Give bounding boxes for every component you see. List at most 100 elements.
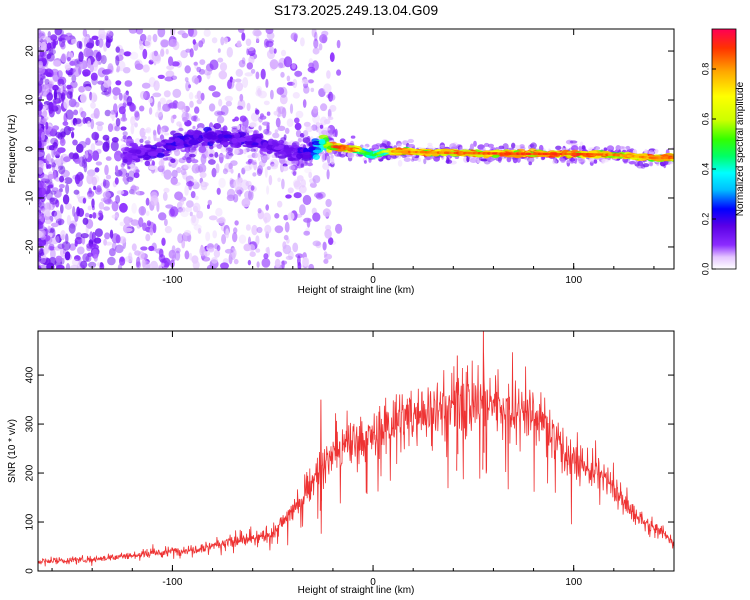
spectrogram-noise-cell [44,209,51,217]
spectrogram-scatter-cell [321,130,328,135]
spectrogram-noise-cell [90,143,96,153]
spectrogram-scatter-cell [178,127,184,132]
spectrogram-noise-cell [165,127,169,132]
spectrogram-noise-cell [265,204,270,211]
spectrogram-noise-cell [201,38,206,44]
spectrogram-noise-cell [57,70,63,78]
spectrogram-noise-cell [70,80,78,89]
spectrogram-noise-cell [336,69,342,76]
spectrogram-scatter-cell [440,144,445,149]
spectrogram-noise-cell [103,206,110,211]
spectrogram-noise-cell [238,234,247,244]
spectrogram-scatter-cell [552,159,558,165]
spectrogram-noise-cell [175,250,181,261]
spectrogram-noise-cell [76,40,82,49]
spectrogram-noise-cell [134,110,140,118]
spectrogram-noise-cell [282,241,287,250]
spectrogram-noise-cell [196,210,204,219]
spectrogram-noise-cell [246,102,251,112]
spectrogram-noise-cell [191,215,197,224]
spectrogram-noise-cell [70,264,79,269]
colorbar-tick-label: 0.8 [700,63,710,76]
spectrogram-noise-cell [220,36,225,46]
spectrogram-noise-cell [157,101,162,111]
spectrogram-noise-cell [97,80,105,85]
spectrogram-noise-cell [117,60,126,72]
spectrogram-noise-cell [89,231,94,242]
spectrogram-noise-cell [104,164,109,176]
spectrogram-noise-cell [219,62,228,72]
spectrogram-noise-cell [160,48,165,57]
spectrogram-noise-cell [193,61,198,66]
spectrogram-noise-cell [38,29,42,37]
spectrogram-noise-cell [184,250,190,260]
spectrogram-noise-cell [222,168,228,175]
spectrogram-noise-cell [308,62,315,69]
spectrogram-noise-cell [326,70,331,79]
spectrogram-noise-cell [87,205,92,211]
spectrogram-scatter-cell [426,145,434,150]
spectrogram-noise-cell [180,50,188,59]
spectrogram-scatter-cell [141,135,147,140]
spectrogram-noise-cell [216,111,226,116]
spectrogram-noise-cell [68,223,76,234]
spectrogram-noise-cell [257,165,263,175]
spectrogram-noise-cell [149,227,154,236]
spectrogram-scatter-cell [407,138,414,144]
spectrogram-noise-cell [200,92,205,101]
spectrogram-noise-cell [281,178,285,190]
spectrogram-scatter-cell [603,147,608,151]
spectrogram-y-tick-label: -10 [25,190,36,205]
spectrogram-noise-cell [262,212,271,223]
spectrogram-noise-cell [105,156,112,161]
spectrogram-noise-cell [42,110,48,118]
spectrogram-noise-cell [233,258,239,265]
spectrogram-noise-cell [122,67,131,74]
spectrogram-noise-cell [58,184,65,189]
spectrogram-scatter-cell [122,135,127,140]
spectrogram-scatter-cell [147,136,151,141]
spectrogram-noise-cell [96,124,103,132]
spectrogram-noise-cell [326,169,330,180]
spectrogram-noise-cell [215,207,223,217]
spectrogram-noise-cell [81,159,88,169]
spectrogram-scatter-cell [300,163,305,168]
spectrogram-noise-cell [325,198,332,208]
spectrogram-noise-cell [213,249,221,258]
spectrogram-noise-cell [73,189,80,195]
spectrogram-scatter-cell [170,158,176,163]
spectrogram-noise-cell [74,174,81,185]
spectrogram-noise-cell [164,218,168,227]
spectrogram-noise-cell [283,56,293,68]
spectrogram-noise-cell [169,38,178,48]
spectrogram-noise-cell [111,201,119,212]
spectrogram-scatter-cell [186,156,192,164]
spectrogram-noise-cell [157,29,166,38]
spectrogram-scatter-cell [126,176,134,183]
spectrogram-noise-cell [152,33,158,43]
spectrogram-ridge-cell [255,138,262,143]
spectrogram-noise-cell [90,92,98,103]
spectrogram-scatter-cell [176,128,184,132]
spectrogram-noise-cell [64,177,73,185]
chart-title: S173.2025.249.13.04.G09 [274,2,438,18]
spectrogram-scatter-cell [281,165,289,172]
spectrogram-scatter-cell [571,145,579,152]
spectrogram-scatter-cell [272,132,280,139]
spectrogram-noise-cell [198,68,206,75]
spectrogram-noise-cell [38,41,42,47]
spectrogram-noise-cell [50,34,58,41]
spectrogram-noise-cell [238,189,242,197]
spectrogram-noise-cell [122,176,128,183]
spectrogram-noise-cell [195,165,204,174]
spectrogram-noise-cell [53,70,58,77]
spectrogram-noise-cell [40,195,46,203]
spectrogram-noise-cell [79,60,83,71]
spectrogram-noise-cell [252,172,257,177]
spectrogram-noise-cell [72,66,81,78]
spectrogram-noise-cell [59,138,66,147]
spectrogram-ridge-cell [124,147,131,152]
spectrogram-scatter-cell [252,152,261,158]
spectrogram-noise-cell [248,56,255,64]
spectrogram-noise-cell [115,195,121,204]
